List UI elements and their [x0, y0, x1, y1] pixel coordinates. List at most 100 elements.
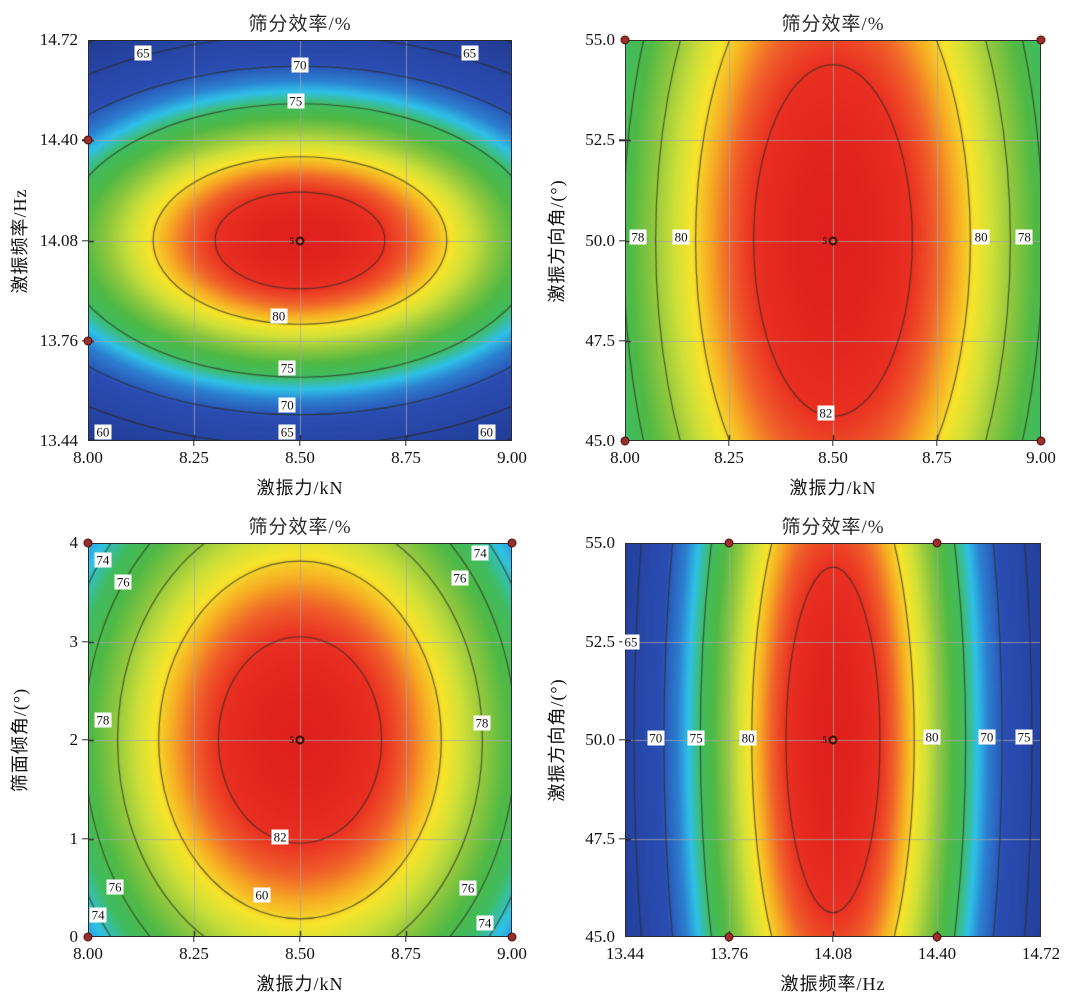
design-point — [620, 436, 630, 446]
y-tick-label: 14.08 — [39, 230, 78, 250]
x-tick-mark — [193, 937, 195, 942]
design-point — [932, 538, 942, 548]
contour-label: 60 — [253, 887, 271, 903]
contour-plot-force-vs-direction-angle: 筛分效率/% 8.00 8.25 8.50 8.75 9.00 55.0 52.5 50.0 47… — [547, 14, 1056, 498]
x-tick-label: 14.08 — [813, 944, 853, 963]
x-tick-mark — [299, 441, 301, 446]
y-tick-label: 55.0 — [585, 30, 615, 49]
design-point — [83, 538, 93, 548]
contour-label: 76 — [114, 574, 132, 590]
design-point — [1036, 35, 1046, 45]
x-tick-label: 8.75 — [922, 448, 952, 467]
x-tick-mark — [405, 441, 407, 446]
contour-plot-force-vs-frequency: 筛分效率/% 8.00 8.25 8.50 8.75 9.00 14.72 14.40 14.0… — [10, 14, 527, 498]
design-point — [724, 538, 734, 548]
y-tick-mark — [82, 640, 88, 643]
y-tick-label: 2 — [69, 730, 79, 749]
y-tick-mark — [619, 139, 625, 141]
contour-label: 78 — [473, 715, 491, 731]
y-tick-label: 14.40 — [39, 130, 78, 150]
y-tick-label: 52.5 — [585, 130, 615, 150]
y-tick-label: 50.0 — [585, 230, 615, 250]
plot-title: 筛分效率/% — [248, 517, 352, 538]
contour-label: 78 — [629, 229, 647, 245]
x-tick-label: 8.50 — [285, 944, 315, 963]
center-point-count: 5 — [289, 235, 295, 246]
x-tick-label: 14.40 — [917, 944, 957, 963]
x-tick-label: 13.76 — [709, 944, 749, 963]
y-tick-label: 50.0 — [585, 730, 615, 749]
y-tick-mark — [619, 837, 625, 840]
contour-label: 70 — [278, 397, 296, 413]
y-tick-mark — [82, 837, 88, 840]
y-tick-label: 0 — [69, 927, 79, 946]
contour-label: 65 — [622, 634, 640, 649]
design-point — [507, 932, 517, 942]
x-tick-mark — [193, 441, 195, 446]
y-tick-label: 3 — [69, 631, 79, 651]
x-tick-label: 8.25 — [179, 944, 209, 963]
contour-label: 65 — [461, 45, 479, 61]
design-point — [83, 932, 93, 942]
x-tick-label: 8.50 — [818, 448, 848, 467]
design-point — [932, 932, 942, 942]
x-tick-label: 8.75 — [391, 448, 421, 467]
contour-label: 70 — [647, 730, 665, 746]
y-tick-mark — [619, 340, 625, 342]
x-tick-label: 8.25 — [179, 448, 209, 467]
contour-label: 74 — [89, 907, 107, 923]
contour-label: 65 — [278, 424, 296, 440]
contour-label: 60 — [94, 424, 112, 440]
x-tick-label: 9.00 — [497, 448, 527, 467]
y-tick-label: 13.44 — [39, 431, 78, 450]
x-axis-label: 激振力/kN — [256, 478, 344, 498]
y-axis-label: 激振方向角/(°) — [547, 678, 567, 802]
contour-plot-force-vs-inclination-angle: 筛分效率/% 8.00 8.25 8.50 8.75 9.00 4 3 2 1 0 激振力/kN 筛面倾… — [10, 517, 527, 994]
x-tick-mark — [936, 441, 938, 446]
y-tick-label: 47.5 — [585, 330, 615, 350]
x-tick-label: 9.00 — [1026, 448, 1056, 467]
y-tick-mark — [619, 739, 625, 741]
x-tick-mark — [728, 441, 730, 446]
center-point-count: 5 — [822, 735, 828, 745]
y-axis-label: 筛面倾角/(°) — [10, 687, 30, 793]
y-tick-label: 47.5 — [585, 828, 615, 848]
x-tick-label: 8.75 — [391, 944, 421, 963]
x-tick-mark — [299, 937, 301, 942]
x-tick-label: 8.00 — [73, 448, 103, 467]
y-axis-label: 激振方向角/(°) — [547, 178, 567, 303]
design-point — [724, 932, 734, 942]
x-tick-label: 8.00 — [73, 944, 103, 963]
x-tick-label: 8.00 — [610, 448, 640, 467]
contour-label: 80 — [972, 229, 990, 245]
x-tick-mark — [832, 441, 834, 446]
x-tick-label: 13.44 — [605, 944, 645, 963]
y-tick-mark — [619, 640, 625, 643]
contour-label: 75 — [287, 93, 305, 109]
y-tick-label: 4 — [69, 533, 79, 552]
plot-title: 筛分效率/% — [781, 14, 885, 35]
contour-label: 78 — [94, 712, 112, 728]
contour-label: 82 — [817, 405, 835, 421]
x-axis-label: 激振频率/Hz — [780, 974, 886, 994]
contour-label: 76 — [451, 570, 469, 586]
design-point — [620, 35, 630, 45]
contour-label: 80 — [672, 229, 690, 245]
contour-label: 70 — [978, 729, 996, 745]
design-point — [83, 336, 93, 346]
contour-label: 80 — [923, 729, 941, 745]
y-tick-mark — [82, 739, 88, 741]
center-point-count: 5 — [822, 235, 828, 246]
y-tick-label: 52.5 — [585, 631, 615, 651]
y-tick-mark — [619, 239, 625, 242]
y-tick-label: 13.76 — [39, 330, 78, 350]
contour-label: 74 — [476, 915, 494, 931]
design-point — [1036, 436, 1046, 446]
x-axis-label: 激振力/kN — [256, 974, 344, 994]
contour-label: 65 — [134, 45, 152, 61]
contour-label: 82 — [271, 829, 289, 845]
design-point — [83, 135, 93, 145]
y-tick-label: 55.0 — [585, 533, 615, 552]
center-point-marker — [828, 735, 838, 745]
